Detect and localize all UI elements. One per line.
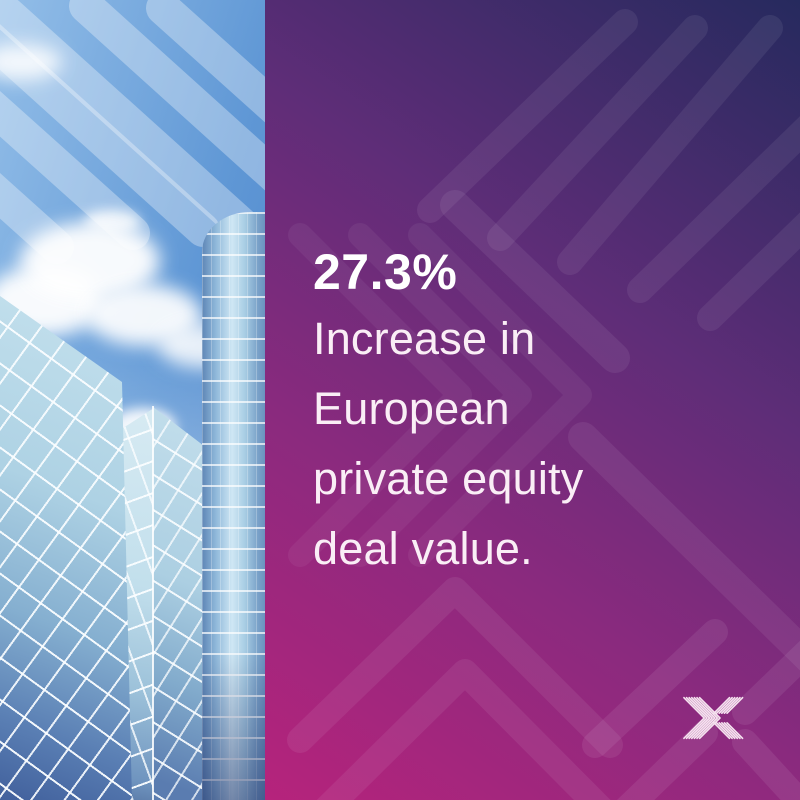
- building-corner-edge: [152, 406, 154, 800]
- statistic-block: 27.3% Increase in European private equit…: [313, 246, 583, 584]
- statistic-line: private equity: [313, 453, 584, 504]
- statistic-description: Increase in European private equity deal…: [313, 304, 583, 584]
- office-buildings-photo: [0, 0, 265, 800]
- cloud: [0, 44, 62, 80]
- tower-shadow: [202, 650, 265, 800]
- gradient-panel: 27.3% Increase in European private equit…: [265, 0, 800, 800]
- glass-building-left: [0, 296, 132, 800]
- chevron-stripe-pattern: [287, 9, 800, 800]
- statistic-line: Increase in: [313, 313, 536, 364]
- statistic-line: European: [313, 383, 510, 434]
- statistic-line: deal value.: [313, 523, 533, 574]
- statistic-value: 27.3%: [313, 244, 458, 300]
- x-stripes-logo-icon: [683, 696, 744, 740]
